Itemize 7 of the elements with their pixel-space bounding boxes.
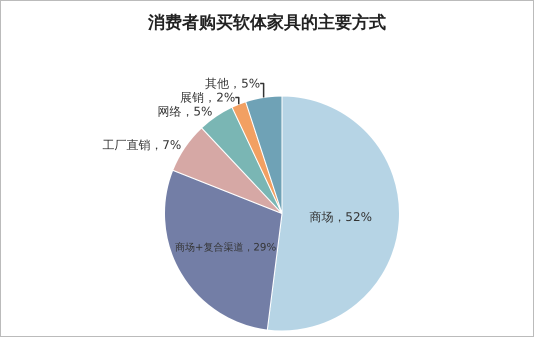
slice-label: 商场，52% [309, 210, 372, 224]
slice-label: 工厂直销，7% [102, 138, 182, 152]
slice-label: 其他，5% [205, 76, 260, 91]
slice-label: 展销，2% [180, 90, 236, 105]
chart-title: 消费者购买软体家具的主要方式 [147, 12, 386, 32]
slice-label: 商场+复合渠道，29% [174, 241, 276, 254]
slice-label: 网络，5% [157, 104, 212, 119]
